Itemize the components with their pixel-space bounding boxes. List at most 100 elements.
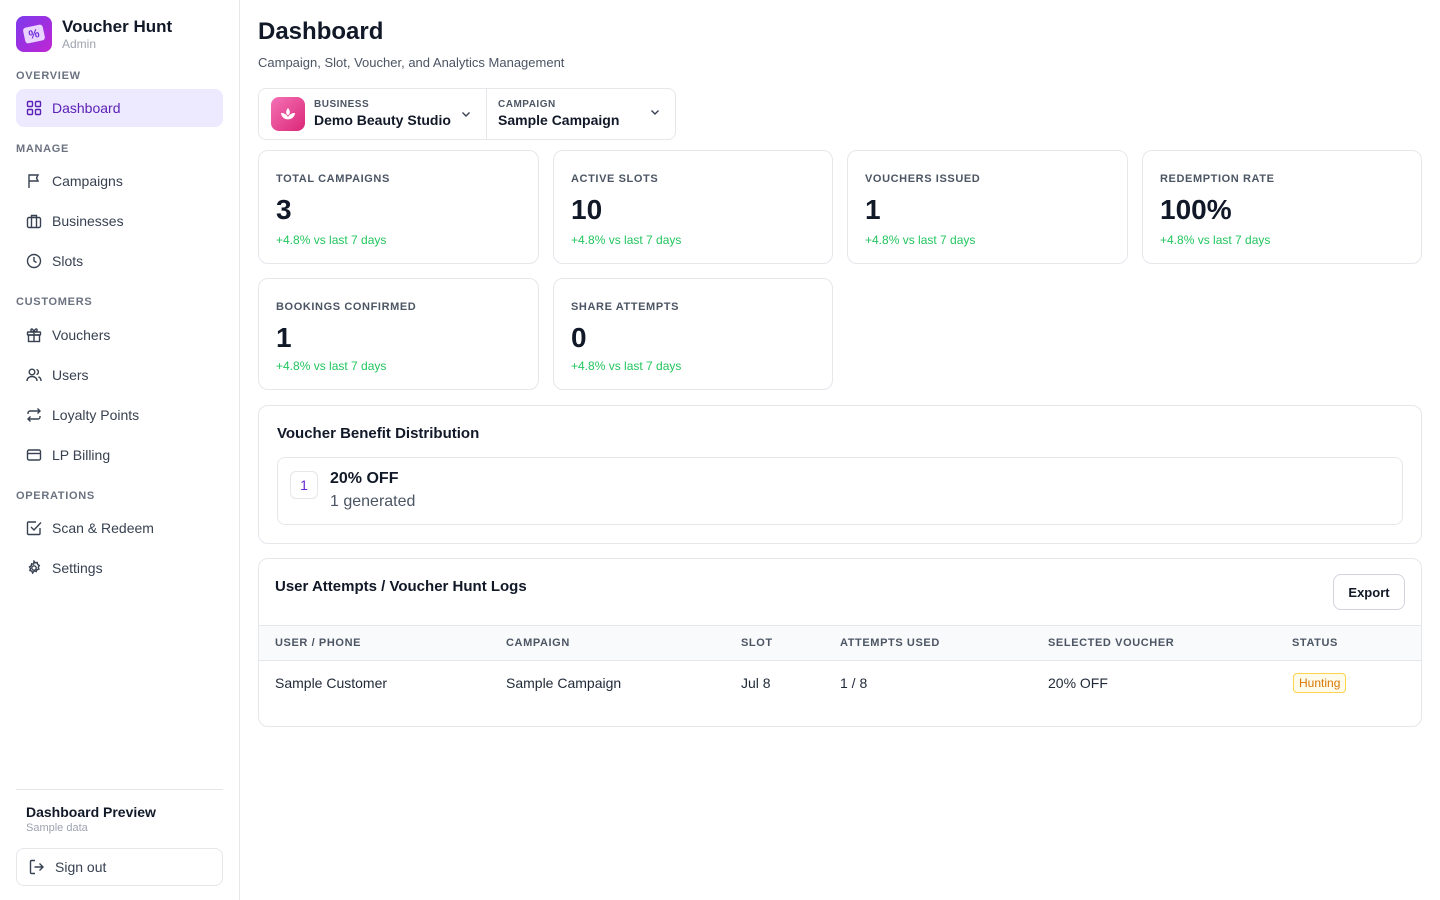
column-header-voucher[interactable]: SELECTED VOUCHER bbox=[1048, 637, 1175, 649]
table-header: USER / PHONE CAMPAIGN SLOT ATTEMPTS USED… bbox=[259, 625, 1421, 661]
sidebar-item-label: Slots bbox=[52, 253, 84, 269]
gear-icon bbox=[28, 560, 41, 575]
sidebar-item-label: Campaigns bbox=[52, 173, 123, 189]
stat-delta: +4.8% vs last 7 days bbox=[276, 233, 387, 247]
stat-label: SHARE ATTEMPTS bbox=[571, 301, 680, 313]
cell-slot: Jul 8 bbox=[741, 675, 771, 691]
stat-label: REDEMPTION RATE bbox=[1160, 173, 1275, 185]
voucher-logo-icon: % bbox=[16, 16, 52, 52]
distribution-count: 1 generated bbox=[330, 493, 416, 510]
sidebar-item-dashboard[interactable]: Dashboard bbox=[16, 89, 223, 127]
brand[interactable]: % Voucher Hunt Admin bbox=[16, 16, 172, 52]
sidebar-item-users[interactable]: Users bbox=[16, 356, 223, 394]
stat-value: 3 bbox=[276, 194, 292, 225]
column-header-status[interactable]: STATUS bbox=[1292, 637, 1338, 649]
stat-delta: +4.8% vs last 7 days bbox=[1160, 233, 1271, 247]
stat-delta: +4.8% vs last 7 days bbox=[571, 359, 682, 373]
stat-value: 100% bbox=[1160, 194, 1232, 225]
sidebar-item-businesses[interactable]: Businesses bbox=[16, 202, 223, 240]
brand-sub: Admin bbox=[62, 37, 97, 51]
stat-delta: +4.8% vs last 7 days bbox=[571, 233, 682, 247]
campaign-value: Sample Campaign bbox=[498, 112, 620, 128]
sidebar-item-label: Users bbox=[52, 367, 89, 383]
logs-title: User Attempts / Voucher Hunt Logs bbox=[275, 578, 527, 595]
sidebar-item-label: Loyalty Points bbox=[52, 407, 140, 423]
business-select[interactable]: BUSINESS Demo Beauty Studio bbox=[259, 89, 487, 139]
stat-card-total-campaigns: TOTAL CAMPAIGNS 3 +4.8% vs last 7 days bbox=[258, 150, 539, 264]
brand-name: Voucher Hunt bbox=[62, 17, 173, 36]
stat-label: BOOKINGS CONFIRMED bbox=[276, 301, 417, 313]
distribution-name: 20% OFF bbox=[330, 470, 399, 487]
sidebar-item-lp-billing[interactable]: LP Billing bbox=[16, 436, 223, 474]
log-out-icon bbox=[29, 859, 44, 875]
section-customers: CUSTOMERS bbox=[16, 296, 93, 308]
status-badge: Hunting bbox=[1293, 673, 1347, 693]
stat-card-bookings-confirmed: BOOKINGS CONFIRMED 1 +4.8% vs last 7 day… bbox=[258, 278, 539, 390]
campaign-label: CAMPAIGN bbox=[498, 99, 556, 110]
voucher-distribution-card: Voucher Benefit Distribution 1 20% OFF 1… bbox=[258, 405, 1422, 544]
sidebar-item-vouchers[interactable]: Vouchers bbox=[16, 316, 223, 354]
distribution-item: 1 20% OFF 1 generated bbox=[277, 457, 1403, 525]
cell-attempts: 1 / 8 bbox=[840, 675, 868, 691]
sidebar: % Voucher Hunt Admin OVERVIEW Dashboard … bbox=[0, 0, 240, 900]
cell-user: Sample Customer bbox=[275, 675, 388, 691]
repeat-icon bbox=[27, 408, 41, 422]
sidebar-item-label: Businesses bbox=[52, 213, 124, 229]
clock-icon bbox=[26, 253, 42, 269]
preview-sub: Sample data bbox=[26, 822, 88, 834]
sidebar-item-label: Dashboard bbox=[52, 100, 121, 116]
grid-icon bbox=[26, 100, 42, 116]
sidebar-item-label: Settings bbox=[52, 560, 103, 576]
sidebar-item-label: Scan & Redeem bbox=[52, 520, 154, 536]
stat-delta: +4.8% vs last 7 days bbox=[276, 359, 387, 373]
section-manage: MANAGE bbox=[16, 143, 70, 155]
sidebar-item-campaigns[interactable]: Campaigns bbox=[16, 162, 223, 200]
chevron-down-icon bbox=[462, 112, 470, 117]
sidebar-item-slots[interactable]: Slots bbox=[16, 242, 223, 280]
sidebar-item-scan-redeem[interactable]: Scan & Redeem bbox=[16, 509, 223, 547]
stat-value: 1 bbox=[865, 194, 881, 225]
sign-out-button[interactable]: Sign out bbox=[16, 848, 223, 886]
stat-value: 1 bbox=[276, 322, 292, 353]
stat-card-vouchers-issued: VOUCHERS ISSUED 1 +4.8% vs last 7 days bbox=[847, 150, 1128, 264]
column-header-user[interactable]: USER / PHONE bbox=[275, 637, 362, 649]
context-selector: BUSINESS Demo Beauty Studio CAMPAIGN Sam… bbox=[258, 88, 676, 140]
column-header-campaign[interactable]: CAMPAIGN bbox=[506, 637, 570, 649]
preview-title: Dashboard Preview bbox=[26, 804, 156, 820]
logs-card: User Attempts / Voucher Hunt Logs Export… bbox=[258, 558, 1422, 727]
distribution-title: Voucher Benefit Distribution bbox=[277, 425, 480, 442]
distribution-rank: 1 bbox=[290, 471, 318, 499]
stat-label: ACTIVE SLOTS bbox=[571, 173, 659, 185]
stat-label: VOUCHERS ISSUED bbox=[865, 173, 981, 185]
campaign-select[interactable]: CAMPAIGN Sample Campaign bbox=[487, 89, 675, 139]
business-label: BUSINESS bbox=[314, 99, 370, 110]
sign-out-label: Sign out bbox=[55, 859, 107, 875]
sidebar-item-loyalty-points[interactable]: Loyalty Points bbox=[16, 396, 223, 434]
column-header-attempts[interactable]: ATTEMPTS USED bbox=[840, 637, 940, 649]
cell-campaign: Sample Campaign bbox=[506, 675, 622, 691]
sidebar-footer: Dashboard Preview Sample data Sign out bbox=[16, 789, 223, 886]
flag-icon bbox=[28, 174, 40, 188]
users-icon bbox=[26, 368, 42, 382]
lotus-icon bbox=[271, 97, 305, 131]
stat-card-active-slots: ACTIVE SLOTS 10 +4.8% vs last 7 days bbox=[553, 150, 833, 264]
sidebar-item-label: LP Billing bbox=[52, 447, 111, 463]
export-button[interactable]: Export bbox=[1333, 574, 1405, 610]
credit-card-icon bbox=[26, 449, 42, 461]
column-header-slot[interactable]: SLOT bbox=[741, 637, 773, 649]
sidebar-item-settings[interactable]: Settings bbox=[16, 549, 223, 587]
sidebar-item-label: Vouchers bbox=[52, 327, 111, 343]
page-title: Dashboard bbox=[258, 18, 384, 45]
stat-card-share-attempts: SHARE ATTEMPTS 0 +4.8% vs last 7 days bbox=[553, 278, 833, 390]
stat-delta: +4.8% vs last 7 days bbox=[865, 233, 976, 247]
gift-icon bbox=[26, 328, 42, 343]
stat-label: TOTAL CAMPAIGNS bbox=[276, 173, 390, 185]
stat-value: 0 bbox=[571, 322, 587, 353]
check-square-icon bbox=[26, 521, 42, 536]
stat-card-redemption-rate: REDEMPTION RATE 100% +4.8% vs last 7 day… bbox=[1142, 150, 1422, 264]
business-value: Demo Beauty Studio bbox=[314, 112, 451, 128]
cell-voucher: 20% OFF bbox=[1048, 675, 1108, 691]
page-subtitle: Campaign, Slot, Voucher, and Analytics M… bbox=[258, 55, 565, 70]
section-overview: OVERVIEW bbox=[16, 70, 81, 82]
logo-glyph: % bbox=[22, 24, 46, 44]
